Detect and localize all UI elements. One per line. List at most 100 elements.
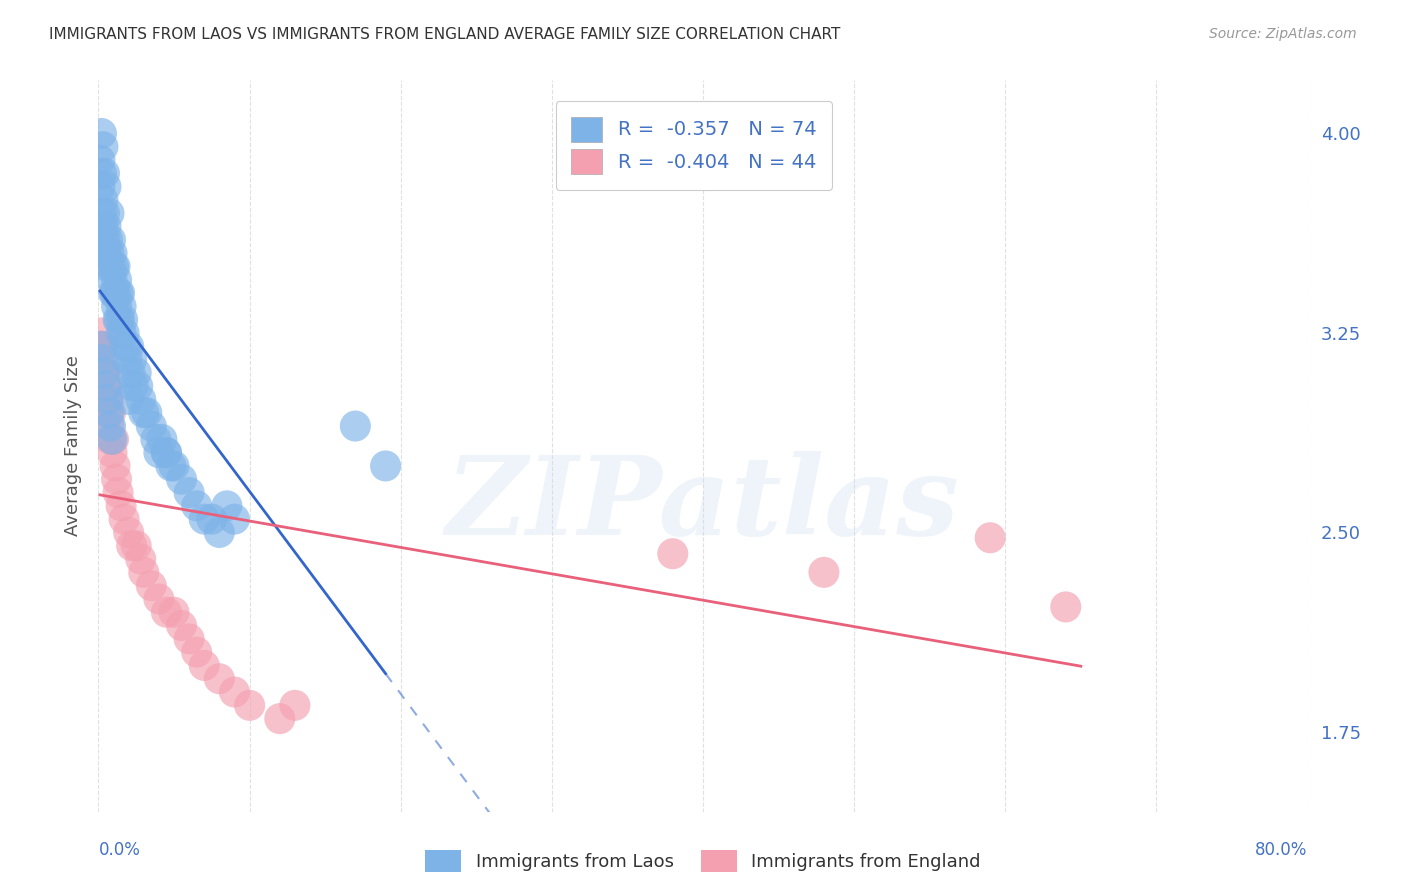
Point [96,260,118,274]
Point [104,286,127,301]
Text: IMMIGRANTS FROM LAOS VS IMMIGRANTS FROM ENGLAND AVERAGE FAMILY SIZE CORRELATION : IMMIGRANTS FROM LAOS VS IMMIGRANTS FROM … [49,27,841,42]
Point [344,419,367,434]
Point [284,698,307,713]
Point [239,698,262,713]
Point [132,406,155,420]
Point [98,246,121,260]
Point [90,166,112,180]
Point [110,499,132,513]
Point [215,499,238,513]
Point [96,406,118,420]
Point [98,206,121,220]
Point [110,299,132,313]
Text: Source: ZipAtlas.com: Source: ZipAtlas.com [1209,27,1357,41]
Point [127,379,149,393]
Point [90,127,112,141]
Point [100,433,122,447]
Point [91,366,114,380]
Point [105,299,128,313]
Point [193,512,215,526]
Point [90,206,112,220]
Point [661,547,683,561]
Point [94,379,117,393]
Point [93,233,115,247]
Point [170,472,193,486]
Point [94,246,117,260]
Point [208,525,231,540]
Legend: Immigrants from Laos, Immigrants from England: Immigrants from Laos, Immigrants from En… [416,841,990,880]
Point [155,445,177,459]
Point [186,645,208,659]
Point [98,392,121,407]
Point [163,458,186,473]
Point [107,485,129,500]
Point [105,472,128,486]
Point [90,339,112,353]
Point [107,312,129,326]
Point [89,153,111,167]
Point [101,445,124,459]
Point [91,352,114,367]
Point [100,419,122,434]
Point [269,712,291,726]
Point [107,286,129,301]
Point [110,326,132,340]
Point [155,445,177,459]
Point [89,339,111,353]
Point [112,326,135,340]
Point [141,419,163,434]
Point [103,286,125,301]
Point [100,406,122,420]
Point [374,458,396,473]
Point [90,326,112,340]
Point [115,352,138,367]
Point [129,392,152,407]
Point [101,246,124,260]
Point [979,531,1001,545]
Point [103,433,125,447]
Point [101,273,124,287]
Text: 0.0%: 0.0% [98,841,141,859]
Point [132,566,155,580]
Text: 80.0%: 80.0% [1256,841,1308,859]
Point [224,685,246,699]
Point [91,219,114,234]
Point [94,366,117,380]
Point [118,525,141,540]
Y-axis label: Average Family Size: Average Family Size [63,356,82,536]
Point [91,140,114,154]
Point [125,539,148,553]
Point [93,166,115,180]
Point [100,233,122,247]
Point [90,352,112,367]
Point [93,206,115,220]
Text: ZIPatlas: ZIPatlas [446,450,960,558]
Point [91,339,114,353]
Point [148,445,170,459]
Point [105,273,128,287]
Point [201,512,224,526]
Point [111,312,134,326]
Point [100,260,122,274]
Legend: R =  -0.357   N = 74, R =  -0.404   N = 44: R = -0.357 N = 74, R = -0.404 N = 44 [555,101,832,190]
Point [121,352,143,367]
Point [186,499,208,513]
Point [98,419,121,434]
Point [96,233,118,247]
Point [129,552,152,566]
Point [122,379,145,393]
Point [108,286,131,301]
Point [163,605,186,619]
Point [96,392,118,407]
Point [141,579,163,593]
Point [94,219,117,234]
Point [91,193,114,207]
Point [193,658,215,673]
Point [93,379,115,393]
Point [135,406,157,420]
Point [224,512,246,526]
Point [170,618,193,632]
Point [208,672,231,686]
Point [125,366,148,380]
Point [120,366,142,380]
